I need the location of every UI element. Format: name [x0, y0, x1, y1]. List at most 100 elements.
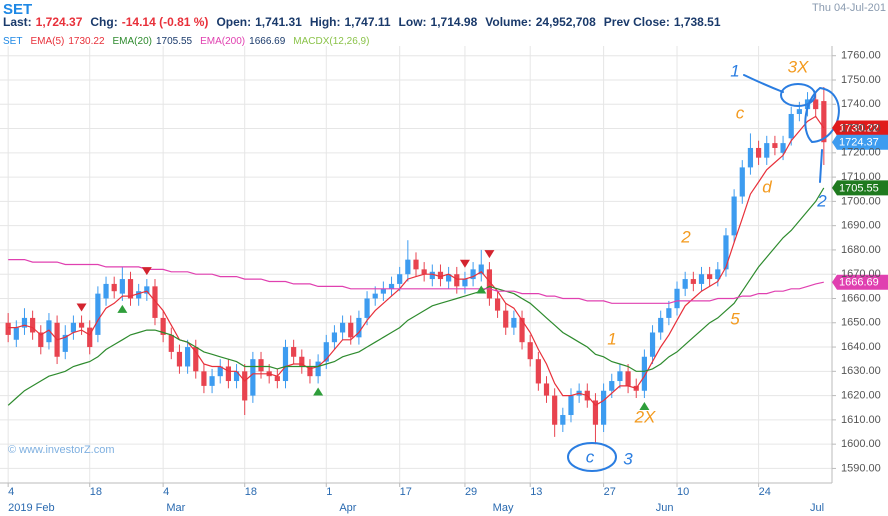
watermark: © www.investorZ.com: [8, 444, 115, 456]
candle-body: [233, 371, 240, 382]
candle-body: [70, 322, 77, 333]
annotation-circle: [804, 87, 840, 144]
price-flag: [832, 134, 888, 150]
month-label: Apr: [339, 502, 356, 514]
grid: [0, 46, 836, 487]
candle-body: [690, 279, 696, 284]
candle-body: [185, 347, 191, 367]
candle-body: [568, 395, 574, 416]
candle-body: [494, 298, 501, 311]
candle-body: [30, 317, 36, 333]
annotation-labels: 1 3X c d 2 2 5 1 2X c 3: [586, 57, 828, 468]
candle-body: [739, 167, 745, 197]
hand-annotations: [567, 74, 840, 472]
candle-body: [274, 376, 280, 382]
candle-body: [176, 351, 183, 367]
quote-value: -14.14 (-0.81 %): [122, 15, 209, 29]
candle-body: [747, 147, 754, 168]
candle-body: [666, 308, 672, 318]
quote-label: Low:: [399, 15, 427, 29]
candle-body: [609, 381, 615, 391]
y-tick-label: 1700.00: [841, 195, 881, 207]
x-tick-label: 17: [400, 486, 412, 498]
candle-body: [144, 286, 150, 294]
candle-body: [95, 293, 101, 335]
candle-body: [356, 317, 362, 338]
x-tick-label: 24: [759, 486, 771, 498]
buy-signal: [476, 285, 487, 294]
candle-body: [552, 395, 558, 425]
legend-name: EMA(200): [200, 36, 245, 47]
annotation-circle: [780, 83, 816, 107]
candle-body: [405, 259, 411, 275]
candle-body: [723, 235, 729, 270]
candle-body: [698, 274, 705, 284]
candle-body: [674, 288, 680, 309]
candle-body: [209, 376, 215, 386]
annotation-label: 1: [607, 329, 616, 348]
quote-value: 1,747.11: [344, 15, 390, 29]
quote-line: Last: 1,724.37 Chg: -14.14 (-0.81 %) Open: 1,…: [3, 15, 721, 29]
quote-value: 1,714.98: [431, 15, 478, 29]
candle-body: [242, 371, 248, 401]
candle-body: [813, 99, 819, 110]
x-tick-label: 27: [604, 486, 616, 498]
annotation-stroke: [819, 149, 823, 183]
annotation-label: d: [762, 177, 772, 196]
y-tick-label: 1600.00: [841, 438, 881, 450]
buy-signal: [117, 304, 128, 313]
x-tick-label: 4: [8, 486, 14, 498]
y-tick-label: 1590.00: [841, 462, 881, 474]
candle-body: [764, 143, 770, 158]
legend-name: EMA(5): [30, 36, 64, 47]
y-tick-label: 1630.00: [841, 365, 881, 377]
candle-body: [519, 317, 525, 343]
candle-body: [592, 400, 599, 425]
candle-body: [772, 143, 778, 148]
candle-body: [282, 347, 289, 382]
y-tick-label: 1620.00: [841, 390, 881, 402]
y-tick-label: 1690.00: [841, 220, 881, 232]
candle-body: [87, 327, 93, 348]
y-tick-label: 1710.00: [841, 171, 881, 183]
x-tick-label: 10: [677, 486, 689, 498]
month-label: Mar: [166, 502, 185, 514]
candle-body: [731, 196, 737, 236]
candle-body: [421, 269, 427, 275]
candle-body: [788, 113, 794, 139]
candle-body: [299, 356, 305, 367]
legend: SET EMA(5) 1730.22 EMA(20) 1705.55 EMA(200) 16…: [3, 36, 369, 47]
quote-label: Last:: [3, 15, 32, 29]
y-tick-label: 1670.00: [841, 268, 881, 280]
x-tick-label: 29: [465, 486, 477, 498]
price-flag: [832, 274, 888, 290]
candle-body: [21, 317, 28, 328]
quote-label: Chg:: [90, 15, 117, 29]
y-tick-label: 1750.00: [841, 74, 881, 86]
candle-body: [413, 259, 419, 270]
candle-body: [339, 322, 346, 333]
candle-body: [527, 342, 533, 360]
candle-body: [715, 269, 721, 280]
y-tick-label: 1760.00: [841, 50, 881, 62]
x-tick-label: 4: [163, 486, 169, 498]
annotation-label: 5: [730, 309, 740, 328]
candle-body: [617, 371, 623, 382]
price-flag-label: 1705.55: [839, 182, 879, 194]
candle-body: [560, 415, 566, 425]
annotation-stroke: [743, 74, 784, 93]
x-tick-label: 18: [245, 486, 257, 498]
candle-body: [111, 283, 117, 292]
candle-body: [446, 274, 452, 282]
annotation-label: c: [736, 103, 745, 122]
y-tick-label: 1740.00: [841, 98, 881, 110]
candle-body: [136, 291, 142, 299]
candle-body: [217, 366, 223, 377]
candle-body: [372, 293, 378, 299]
legend-indicator: MACDX(12,26,9): [293, 36, 369, 47]
candle-body: [348, 322, 354, 338]
candle-body: [397, 274, 403, 284]
candle-body: [454, 274, 460, 287]
legend-value: 1730.22: [68, 36, 105, 47]
